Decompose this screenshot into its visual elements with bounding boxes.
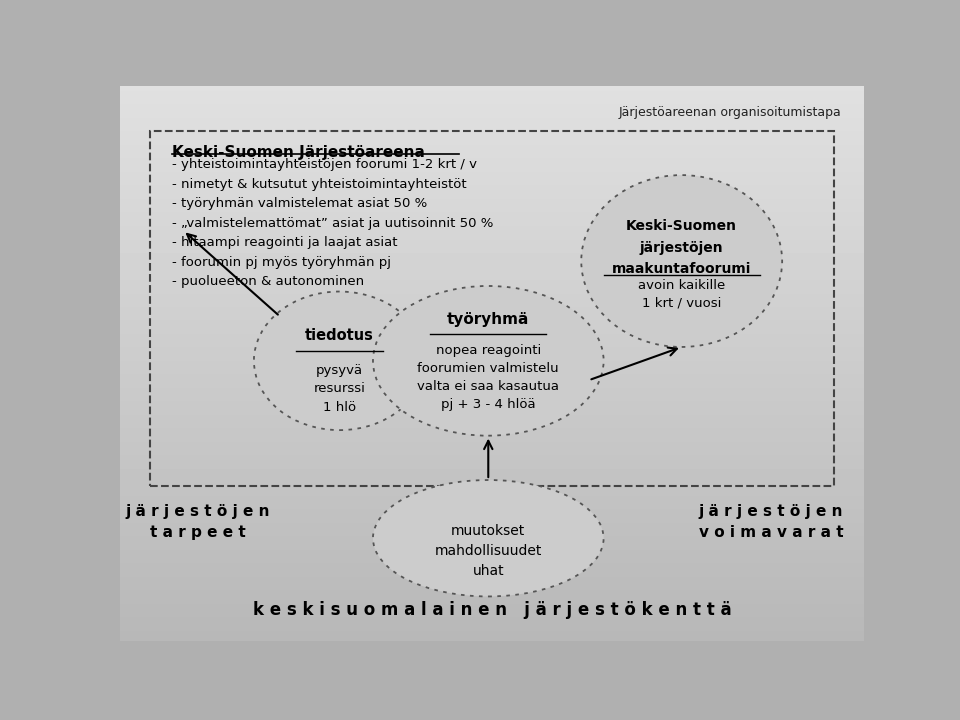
Text: j ä r j e s t ö j e n
v o i m a v a r a t: j ä r j e s t ö j e n v o i m a v a r a … [699, 503, 843, 539]
Text: järjestöjen: järjestöjen [640, 240, 724, 255]
Text: tiedotus: tiedotus [305, 328, 373, 343]
Text: maakuntafoorumi: maakuntafoorumi [612, 261, 752, 276]
Text: pysyvä
resurssi
1 hlö: pysyvä resurssi 1 hlö [314, 364, 366, 413]
Ellipse shape [581, 175, 782, 347]
Text: k e s k i s u o m a l a i n e n   j ä r j e s t ö k e n t t ä: k e s k i s u o m a l a i n e n j ä r j … [252, 601, 732, 619]
Text: Keski-Suomen: Keski-Suomen [626, 220, 737, 233]
Text: - yhteistoimintayhteistöjen foorumi 1-2 krt / v
- nimetyt & kutsutut yhteistoimi: - yhteistoimintayhteistöjen foorumi 1-2 … [172, 158, 493, 289]
Text: muutokset
mahdollisuudet
uhat: muutokset mahdollisuudet uhat [435, 524, 542, 578]
Text: Keski-Suomen Järjestöareena: Keski-Suomen Järjestöareena [172, 145, 425, 160]
Text: työryhmä: työryhmä [447, 312, 530, 327]
Text: Järjestöareenan organisoitumistapa: Järjestöareenan organisoitumistapa [619, 106, 842, 119]
Text: nopea reagointi
foorumien valmistelu
valta ei saa kasautua
pj + 3 - 4 hlöä: nopea reagointi foorumien valmistelu val… [418, 344, 560, 411]
Text: avoin kaikille
1 krt / vuosi: avoin kaikille 1 krt / vuosi [638, 279, 726, 310]
Ellipse shape [372, 480, 604, 596]
Ellipse shape [253, 292, 425, 430]
Ellipse shape [372, 286, 604, 436]
Text: j ä r j e s t ö j e n
t a r p e e t: j ä r j e s t ö j e n t a r p e e t [126, 503, 271, 539]
